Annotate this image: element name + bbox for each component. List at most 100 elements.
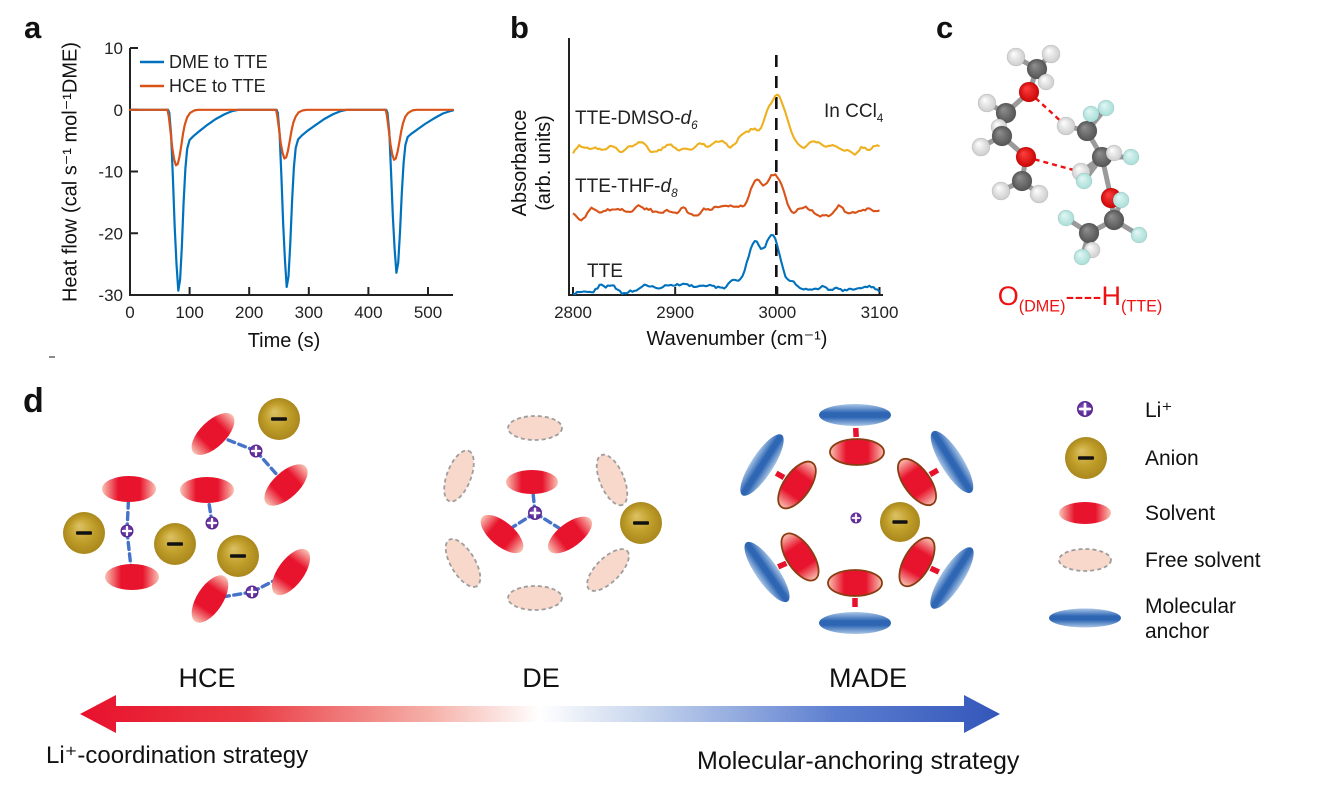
x-tick-label: 0 — [125, 303, 134, 322]
free-solvent-ellipse — [507, 415, 563, 441]
y-tick-label: -30 — [98, 286, 123, 305]
minus-icon — [892, 520, 908, 524]
atom-F — [1073, 248, 1091, 266]
atom-H — [1105, 144, 1123, 162]
cluster-label-de: DE — [522, 663, 560, 693]
x-tick-label: 100 — [175, 303, 203, 322]
atom-H — [1029, 184, 1049, 204]
curve-label-d: d — [680, 108, 692, 129]
atom-F — [1097, 99, 1115, 117]
curve-label-tte: TTE — [587, 261, 623, 283]
atom-C — [1076, 120, 1098, 142]
solvent-ellipse — [480, 514, 524, 554]
atom-H — [1041, 44, 1061, 64]
molecular-anchor-ellipse — [819, 404, 891, 426]
solvent-ellipse — [1059, 502, 1111, 524]
y-axis-label-a: Heat flow (cal s⁻¹ mol⁻¹DME) — [59, 41, 82, 303]
legend-label-solvent: Solvent — [1145, 502, 1216, 525]
atom-H — [977, 93, 997, 113]
legend-entry: DME to TTE — [169, 52, 268, 72]
spectrum-tte-dmso-d6 — [572, 93, 880, 156]
x-tick-label: 2900 — [656, 303, 694, 322]
atom-C — [1011, 170, 1033, 192]
atom-H — [991, 181, 1011, 201]
minus-icon — [1078, 456, 1094, 460]
strategy-label-left: Li⁺-coordination strategy — [46, 742, 309, 769]
legend-entry: HCE to TTE — [169, 76, 266, 96]
plus-icon — [246, 586, 258, 598]
x-axis-label-a: Time (s) — [247, 330, 321, 352]
plus-icon — [206, 517, 218, 529]
y-axis-label-b-line1: Absorbance — [509, 109, 531, 217]
x-tick-label: 3100 — [861, 303, 899, 322]
solvent-ellipse — [191, 575, 229, 623]
atom-F — [1057, 209, 1075, 227]
atom-F — [1075, 172, 1093, 190]
solvent-ellipse — [780, 532, 820, 582]
molecular-anchor-ellipse — [930, 547, 974, 609]
plus-icon — [121, 525, 133, 537]
stray-mark — [49, 356, 55, 358]
plus-icon — [250, 445, 262, 457]
free-solvent-ellipse — [1058, 548, 1112, 572]
molecular-anchor-ellipse — [744, 541, 790, 603]
annotation-text: In CCl — [824, 101, 877, 122]
molecular-model — [971, 44, 1148, 266]
x-tick-label: 400 — [354, 303, 382, 322]
minus-icon — [76, 531, 92, 535]
caption-dashes: ---- — [1065, 281, 1102, 311]
legend-label-li: Li⁺ — [1145, 399, 1173, 422]
caption-H: H — [1101, 281, 1121, 311]
atom-H — [1006, 47, 1026, 67]
solvent-ellipse — [191, 413, 235, 455]
curve-label-d: d — [660, 176, 672, 197]
molecular-anchor-ellipse — [1049, 608, 1121, 628]
minus-icon — [230, 554, 246, 558]
x-tick-label: 2800 — [554, 303, 592, 322]
solvent-ellipse — [105, 564, 159, 590]
strategy-gradient-arrow — [80, 695, 1000, 733]
y-axis-label-b: Absorbance (arb. units) — [508, 53, 556, 273]
atom-C — [1078, 222, 1100, 244]
x-tick-label: 3000 — [758, 303, 796, 322]
panel-d-label: d — [23, 382, 44, 420]
curve-label-sub: 8 — [671, 186, 678, 200]
legend-label-anion: Anion — [1145, 447, 1199, 470]
atom-F — [1082, 105, 1100, 123]
annotation-sub: 4 — [876, 111, 884, 125]
plus-icon — [851, 513, 861, 523]
molecular-anchor-ellipse — [930, 430, 974, 494]
atom-F — [1122, 148, 1140, 166]
solvent-ellipse — [506, 470, 558, 494]
free-solvent-ellipse — [595, 453, 629, 507]
curve-label-tte-dmso: TTE-DMSO-d6 — [575, 108, 698, 132]
panel-c-label: c — [936, 10, 954, 45]
curve-label-text: TTE-THF- — [575, 176, 661, 197]
atom-H — [1056, 116, 1076, 136]
y-tick-label: -20 — [98, 224, 123, 243]
y-axis-label-b-line2: (arb. units) — [533, 115, 555, 211]
atom-C — [1026, 58, 1048, 80]
x-axis-label-b: Wavenumber (cm⁻¹) — [646, 328, 828, 350]
free-solvent-ellipse — [444, 538, 482, 588]
solvent-ellipse — [102, 476, 156, 502]
curve-label-tte-thf: TTE-THF-d8 — [575, 176, 678, 200]
solvent-ellipse — [180, 477, 234, 503]
molecular-anchor-ellipse — [740, 434, 784, 496]
atom-H — [971, 137, 991, 157]
spectrum-tte-thf-d8 — [572, 173, 880, 222]
atom-F — [1112, 191, 1130, 209]
curve-label-sub: 6 — [691, 118, 698, 132]
strategy-label-right: Molecular-anchoring strategy — [697, 747, 1020, 775]
x-tick-label: 500 — [414, 303, 442, 322]
x-tick-label: 200 — [235, 303, 263, 322]
legend-label-free-solvent: Free solvent — [1145, 549, 1261, 572]
y-tick-label: 0 — [114, 101, 123, 120]
atom-C — [995, 102, 1017, 124]
atom-C — [1103, 209, 1125, 231]
solvation-schematic — [63, 398, 1121, 733]
spectrum-tte — [572, 233, 881, 296]
cluster-label-hce: HCE — [178, 663, 236, 693]
